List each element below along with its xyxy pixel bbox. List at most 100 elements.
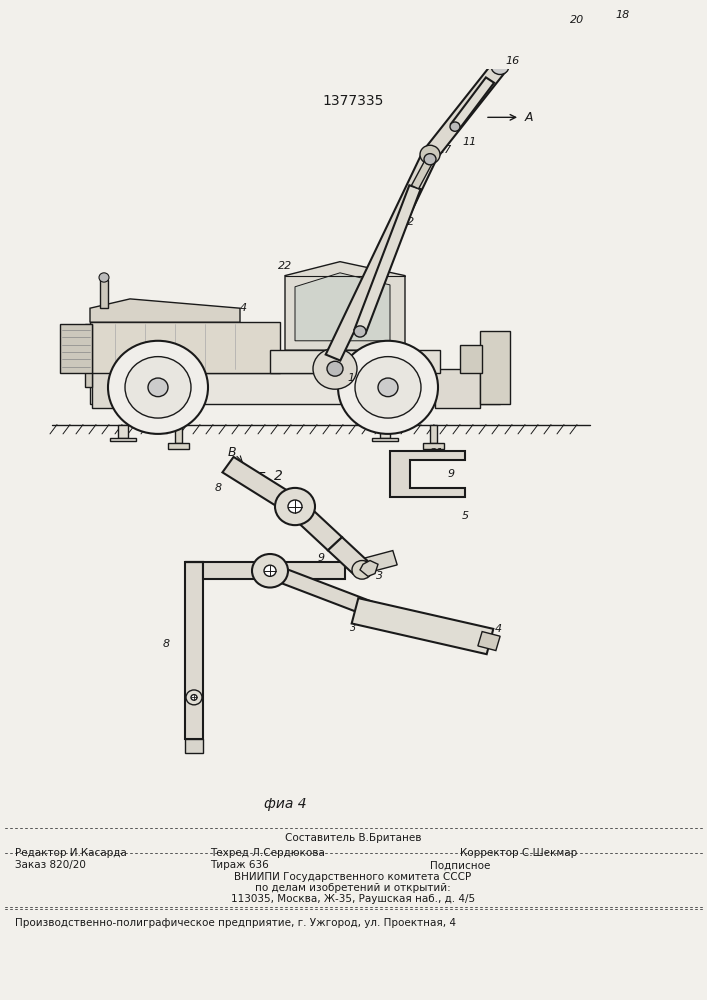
Polygon shape <box>560 0 628 24</box>
Polygon shape <box>175 425 182 443</box>
Circle shape <box>108 341 208 434</box>
Circle shape <box>148 378 168 397</box>
Polygon shape <box>118 425 128 438</box>
Text: 12: 12 <box>400 217 414 227</box>
Circle shape <box>420 145 440 164</box>
Text: 2: 2 <box>350 322 357 332</box>
Circle shape <box>424 154 436 165</box>
Polygon shape <box>288 500 342 550</box>
Polygon shape <box>90 373 500 404</box>
Polygon shape <box>423 443 444 449</box>
Polygon shape <box>451 77 494 129</box>
Text: Подписное: Подписное <box>430 860 491 870</box>
Text: 16: 16 <box>505 56 519 66</box>
Text: Редактор И.Касарда: Редактор И.Касарда <box>15 848 127 858</box>
Text: 9: 9 <box>318 553 325 563</box>
Text: B: B <box>228 446 237 459</box>
Text: 4: 4 <box>240 303 247 313</box>
Circle shape <box>552 12 568 27</box>
Text: 8: 8 <box>215 483 222 493</box>
Text: 11: 11 <box>462 137 477 147</box>
Circle shape <box>252 554 288 588</box>
Polygon shape <box>60 324 92 373</box>
Polygon shape <box>185 562 345 579</box>
Text: 3: 3 <box>350 623 356 633</box>
Text: Фиг. 2: Фиг. 2 <box>237 469 283 483</box>
Text: 17: 17 <box>437 145 451 155</box>
Polygon shape <box>430 425 437 443</box>
Text: 113035, Москва, Ж-35, Раушская наб., д. 4/5: 113035, Москва, Ж-35, Раушская наб., д. … <box>231 894 475 904</box>
Circle shape <box>186 690 202 705</box>
Circle shape <box>338 341 438 434</box>
Polygon shape <box>390 451 465 497</box>
Text: Производственно-полиграфическое предприятие, г. Ужгород, ул. Проектная, 4: Производственно-полиграфическое предприя… <box>15 918 456 928</box>
Text: ВНИИПИ Государственного комитета СССР: ВНИИПИ Государственного комитета СССР <box>235 872 472 882</box>
Text: Тираж 636: Тираж 636 <box>210 860 269 870</box>
Polygon shape <box>185 562 203 739</box>
Text: 1377335: 1377335 <box>322 94 384 108</box>
Circle shape <box>327 361 343 376</box>
Polygon shape <box>92 369 140 408</box>
Polygon shape <box>358 551 397 574</box>
Circle shape <box>191 695 197 700</box>
Polygon shape <box>100 280 108 308</box>
Polygon shape <box>223 457 300 514</box>
Circle shape <box>352 561 372 579</box>
Circle shape <box>450 122 460 131</box>
Text: 20: 20 <box>570 15 584 25</box>
Circle shape <box>491 58 509 74</box>
Polygon shape <box>496 15 564 71</box>
Polygon shape <box>85 324 92 387</box>
Polygon shape <box>110 438 136 441</box>
Polygon shape <box>285 262 405 350</box>
Polygon shape <box>380 425 390 438</box>
Polygon shape <box>90 299 240 322</box>
Text: 22: 22 <box>278 261 292 271</box>
Circle shape <box>99 273 109 282</box>
Polygon shape <box>326 152 438 361</box>
Polygon shape <box>267 564 373 616</box>
Text: 23: 23 <box>346 559 358 569</box>
Polygon shape <box>372 438 398 441</box>
Circle shape <box>275 488 315 525</box>
Polygon shape <box>478 632 500 651</box>
Polygon shape <box>552 12 588 41</box>
Text: Техред Л.Сердюкова: Техред Л.Сердюкова <box>210 848 325 858</box>
Text: 21: 21 <box>430 448 444 458</box>
Polygon shape <box>270 350 440 373</box>
Polygon shape <box>351 598 493 654</box>
Polygon shape <box>411 158 433 189</box>
Text: 4: 4 <box>495 624 502 634</box>
Circle shape <box>125 357 191 418</box>
Circle shape <box>354 326 366 337</box>
Circle shape <box>264 565 276 576</box>
Polygon shape <box>185 739 203 753</box>
Text: по делам изобретений и открытий:: по делам изобретений и открытий: <box>255 883 451 893</box>
Text: фиа 4: фиа 4 <box>264 797 306 811</box>
Polygon shape <box>90 322 280 373</box>
Polygon shape <box>354 185 421 333</box>
Text: 5: 5 <box>462 511 469 521</box>
Polygon shape <box>295 273 390 341</box>
Text: 18: 18 <box>615 10 629 20</box>
Polygon shape <box>360 561 378 576</box>
Text: Корректор С.Шекмар: Корректор С.Шекмар <box>460 848 577 858</box>
Circle shape <box>378 378 398 397</box>
Polygon shape <box>575 0 625 15</box>
Text: 9: 9 <box>448 469 455 479</box>
Polygon shape <box>423 62 506 159</box>
Text: 8: 8 <box>163 639 170 649</box>
Polygon shape <box>435 369 480 408</box>
Text: Составитель В.Британев: Составитель В.Британев <box>285 833 421 843</box>
Text: A: A <box>525 111 534 124</box>
Circle shape <box>288 500 302 513</box>
Polygon shape <box>328 537 367 574</box>
Circle shape <box>355 357 421 418</box>
Polygon shape <box>480 331 510 404</box>
Text: Заказ 820/20: Заказ 820/20 <box>15 860 86 870</box>
Text: 3: 3 <box>376 571 383 581</box>
Circle shape <box>313 348 357 389</box>
Text: 1: 1 <box>347 373 354 383</box>
Polygon shape <box>168 443 189 449</box>
Polygon shape <box>460 345 482 373</box>
